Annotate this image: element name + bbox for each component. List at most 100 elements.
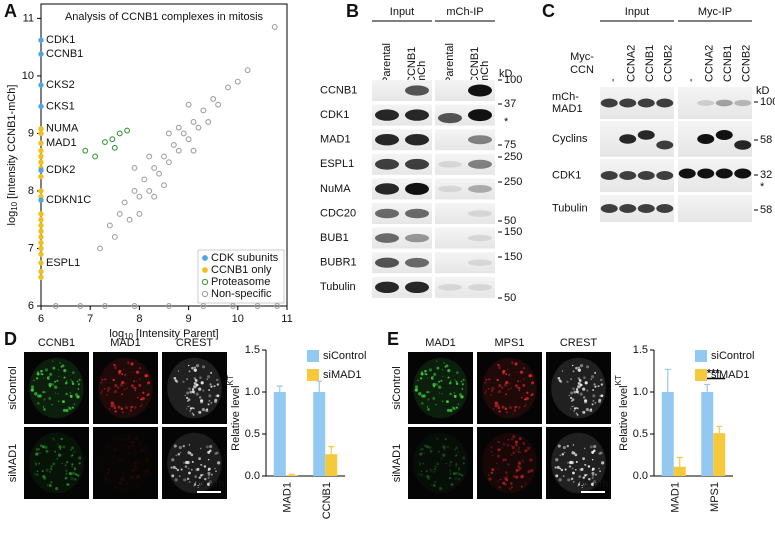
micrograph-spot [426, 475, 430, 479]
micrograph-spot [461, 388, 464, 390]
band [600, 98, 618, 108]
micrograph-spot [120, 407, 124, 411]
micrograph-spot [133, 371, 135, 374]
micrograph-spot [438, 380, 441, 383]
micrograph-spot [569, 396, 573, 400]
y-tick-label: 8 [28, 185, 34, 197]
micrograph-spot [564, 468, 567, 471]
micrograph-spot [178, 445, 182, 450]
micrograph-spot [590, 408, 593, 411]
micrograph-spot [42, 475, 46, 479]
channel-label: MPS1 [495, 337, 525, 349]
micrograph-spot [36, 470, 39, 473]
micrograph-spot [490, 446, 493, 449]
micrograph-spot [69, 394, 73, 398]
micrograph-spot [215, 395, 217, 397]
micrograph-spot [119, 477, 123, 481]
micrograph-spot [449, 472, 452, 475]
scatter-point [146, 188, 153, 194]
y-tick-label: 1.0 [245, 386, 260, 398]
x-tick-label: 7 [87, 313, 93, 325]
x-tick-label: 9 [186, 313, 192, 325]
micrograph-spot [183, 478, 187, 482]
scatter-point [165, 159, 172, 166]
micrograph-spot [46, 484, 49, 486]
micrograph-spot [208, 394, 212, 398]
micrograph-spot [65, 463, 67, 465]
blot-strip [435, 276, 495, 298]
micrograph-spot [58, 453, 62, 457]
micrograph-spot [35, 452, 39, 456]
micrograph-spot [138, 442, 142, 445]
micrograph-spot [215, 451, 219, 455]
micrograph-spot [202, 389, 205, 392]
micrograph-spot [447, 369, 451, 373]
micrograph-spot [461, 474, 464, 477]
micrograph-spot [74, 473, 78, 476]
micrograph-spot [188, 405, 191, 407]
micrograph-spot [442, 445, 446, 449]
micrograph-spot [133, 461, 137, 465]
band [697, 168, 715, 179]
micrograph-spot [61, 462, 63, 465]
panel-letter: C [542, 1, 555, 21]
micrograph-spot [113, 363, 116, 367]
micrograph-spot [585, 408, 589, 412]
micrograph-spot [448, 464, 451, 467]
micrograph-spot [502, 442, 506, 446]
micrograph-spot [171, 458, 175, 462]
micrograph-spot [103, 387, 106, 390]
micrograph-spot [490, 471, 494, 474]
micrograph-spot [65, 409, 69, 413]
micrograph-spot [198, 387, 202, 391]
micrograph-spot [118, 460, 120, 462]
micrograph-spot [106, 446, 109, 449]
band [468, 84, 492, 97]
micrograph-spot [485, 389, 488, 392]
micrograph-spot [498, 410, 501, 413]
micrograph-spot [505, 380, 509, 385]
micrograph-spot [103, 474, 106, 476]
error-bar [716, 425, 723, 434]
micrograph-spot [196, 467, 200, 471]
micrograph-spot [426, 377, 429, 379]
micrograph-spot [449, 463, 451, 465]
legend-label: Non-specific [211, 288, 272, 300]
micrograph-spot [455, 380, 458, 383]
micrograph-spot [71, 465, 73, 468]
lane-label: - [685, 78, 697, 82]
micrograph-spot [36, 473, 39, 476]
micrograph-spot [558, 379, 562, 383]
micrograph-spot [170, 466, 173, 469]
point-label: CKS1 [46, 100, 75, 112]
micrograph-spot [522, 367, 525, 370]
micrograph-spot [577, 483, 581, 486]
micrograph-spot [577, 366, 580, 369]
micrograph-spot [491, 468, 495, 472]
micrograph-spot [434, 481, 437, 484]
micrograph-spot [572, 405, 575, 407]
micrograph-spot [39, 444, 43, 447]
micrograph-spot [193, 407, 195, 410]
micrograph-spot [59, 447, 62, 450]
micrograph-spot [488, 378, 491, 381]
micrograph-spot [125, 482, 129, 485]
micrograph-spot [44, 391, 47, 393]
scatter-point [210, 95, 217, 102]
micrograph-spot [499, 478, 502, 481]
micrograph-spot [490, 394, 492, 396]
scatter-point [97, 245, 103, 252]
lane-label: mCh [479, 61, 491, 84]
band [468, 210, 492, 217]
micrograph-spot [443, 447, 446, 450]
micrograph-spot [506, 463, 510, 466]
micrograph-spot [430, 484, 433, 486]
micrograph-spot [179, 451, 182, 454]
micrograph-spot [505, 478, 509, 482]
micrograph-spot [462, 378, 465, 381]
micrograph-spot [135, 451, 137, 454]
micrograph-spot [217, 461, 221, 465]
micrograph-spot [44, 368, 49, 372]
bar [661, 392, 674, 476]
band [715, 99, 733, 107]
